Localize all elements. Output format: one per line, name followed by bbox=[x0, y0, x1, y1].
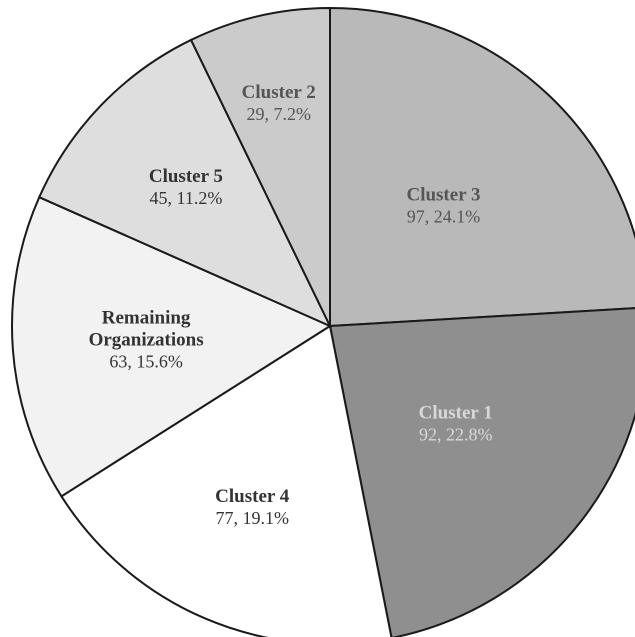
slice-name-label: Cluster 1 bbox=[419, 402, 493, 423]
slice-name-label: Organizations bbox=[89, 330, 204, 351]
slice-label-cluster-4: Cluster 477, 19.1% bbox=[215, 486, 290, 528]
slice-value-label: 45, 11.2% bbox=[149, 188, 222, 208]
pie-slice-cluster-1 bbox=[328, 307, 635, 637]
pie-slice-cluster-5 bbox=[37, 38, 333, 329]
pie-slice-remaining-organizations bbox=[11, 195, 333, 498]
slice-value-label: 77, 19.1% bbox=[215, 508, 289, 528]
pie-slice-cluster-4 bbox=[60, 324, 393, 637]
slice-name-label: Remaining bbox=[102, 308, 191, 329]
slice-label-cluster-5: Cluster 545, 11.2% bbox=[149, 166, 223, 208]
pie-slices bbox=[11, 6, 635, 637]
pie-slice-cluster-3 bbox=[329, 6, 635, 328]
slice-value-label: 97, 24.1% bbox=[407, 207, 481, 227]
slice-label-cluster-3: Cluster 397, 24.1% bbox=[406, 185, 480, 227]
slice-value-label: 29, 7.2% bbox=[246, 104, 311, 124]
slice-value-label: 92, 22.8% bbox=[419, 424, 493, 444]
slice-label-cluster-2: Cluster 229, 7.2% bbox=[242, 82, 316, 124]
pie-labels: Cluster 397, 24.1%Cluster 192, 22.8%Clus… bbox=[89, 82, 493, 528]
slice-name-label: Cluster 2 bbox=[242, 82, 316, 103]
slice-name-label: Cluster 5 bbox=[149, 166, 223, 187]
slice-value-label: 63, 15.6% bbox=[109, 352, 183, 372]
pie-slice-cluster-2 bbox=[189, 6, 331, 327]
slice-name-label: Cluster 4 bbox=[215, 486, 290, 507]
slice-label-cluster-1: Cluster 192, 22.8% bbox=[419, 402, 493, 444]
slice-name-label: Cluster 3 bbox=[406, 185, 480, 206]
